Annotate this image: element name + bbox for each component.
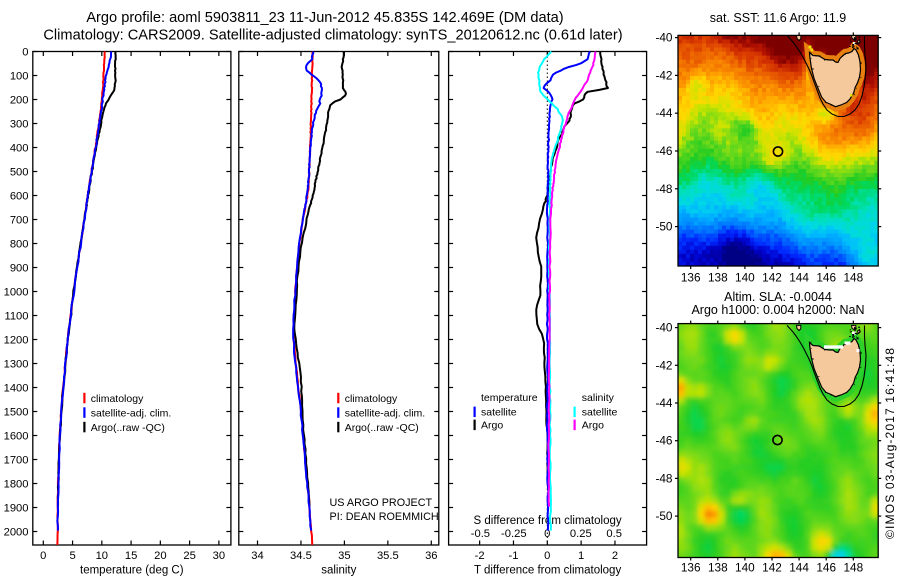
- svg-text:10: 10: [96, 550, 108, 562]
- svg-text:-0.5: -0.5: [471, 528, 490, 540]
- svg-text:satellite: satellite: [582, 407, 618, 419]
- svg-text:-46: -46: [655, 144, 672, 158]
- svg-text:climatology: climatology: [91, 393, 144, 405]
- svg-text:-42: -42: [655, 358, 672, 372]
- svg-text:PI: DEAN ROEMMICH: PI: DEAN ROEMMICH: [330, 511, 439, 523]
- svg-text:salinity: salinity: [582, 392, 615, 404]
- svg-text:-50: -50: [655, 220, 672, 234]
- svg-text:-44: -44: [655, 396, 672, 410]
- svg-text:0.25: 0.25: [570, 528, 592, 540]
- svg-text:-40: -40: [655, 31, 672, 45]
- svg-text:5: 5: [69, 550, 75, 562]
- svg-text:144: 144: [789, 561, 809, 575]
- svg-text:146: 146: [816, 271, 836, 285]
- svg-text:satellite-adj. clim.: satellite-adj. clim.: [345, 407, 426, 419]
- svg-text:0.5: 0.5: [606, 528, 622, 540]
- svg-text:Altim. SLA: -0.0044: Altim. SLA: -0.0044: [724, 290, 832, 304]
- svg-text:sat. SST: 11.6 Argo: 11.9: sat. SST: 11.6 Argo: 11.9: [710, 11, 846, 25]
- svg-text:Argo(..raw -QC): Argo(..raw -QC): [91, 422, 165, 434]
- svg-text:1700: 1700: [4, 455, 29, 467]
- svg-text:2: 2: [612, 550, 618, 562]
- svg-text:148: 148: [843, 271, 863, 285]
- svg-text:700: 700: [10, 215, 29, 227]
- svg-text:138: 138: [708, 561, 728, 575]
- svg-text:-50: -50: [655, 509, 672, 523]
- svg-text:1: 1: [578, 550, 584, 562]
- svg-text:25: 25: [183, 550, 195, 562]
- svg-text:1100: 1100: [4, 311, 28, 323]
- svg-text:US ARGO PROJECT: US ARGO PROJECT: [330, 497, 433, 509]
- svg-text:36: 36: [425, 550, 437, 562]
- svg-text:Climatology: CARS2009. Satelli: Climatology: CARS2009. Satellite-adjuste…: [43, 28, 622, 44]
- svg-text:1500: 1500: [4, 407, 29, 419]
- svg-text:20: 20: [154, 550, 166, 562]
- svg-text:34.5: 34.5: [290, 550, 312, 562]
- svg-text:Argo: Argo: [582, 420, 604, 432]
- svg-text:Argo(..raw -QC): Argo(..raw -QC): [345, 422, 419, 434]
- svg-text:500: 500: [10, 167, 29, 179]
- svg-text:138: 138: [708, 271, 728, 285]
- svg-text:30: 30: [213, 550, 225, 562]
- svg-text:salinity: salinity: [321, 565, 356, 577]
- svg-text:1300: 1300: [4, 359, 29, 371]
- svg-text:-1: -1: [508, 550, 518, 562]
- svg-text:136: 136: [681, 271, 701, 285]
- svg-text:148: 148: [843, 561, 863, 575]
- svg-text:1900: 1900: [4, 503, 29, 515]
- svg-text:T difference from climatology: T difference from climatology: [474, 565, 621, 577]
- svg-text:satellite-adj. clim.: satellite-adj. clim.: [91, 407, 172, 419]
- svg-text:34: 34: [251, 550, 263, 562]
- svg-text:-46: -46: [655, 434, 672, 448]
- svg-text:Argo h1000: 0.004 h2000: NaN: Argo h1000: 0.004 h2000: NaN: [691, 303, 864, 317]
- svg-text:300: 300: [10, 119, 29, 131]
- svg-text:0: 0: [40, 550, 46, 562]
- svg-text:-48: -48: [655, 471, 672, 485]
- svg-text:900: 900: [10, 263, 29, 275]
- svg-text:15: 15: [125, 550, 137, 562]
- svg-text:Argo: Argo: [481, 420, 503, 432]
- svg-text:-44: -44: [655, 106, 672, 120]
- svg-text:140: 140: [735, 561, 755, 575]
- svg-text:400: 400: [10, 143, 29, 155]
- svg-text:satellite: satellite: [481, 407, 517, 419]
- svg-text:temperature: temperature: [481, 392, 538, 404]
- svg-text:1200: 1200: [4, 335, 29, 347]
- svg-text:142: 142: [762, 271, 782, 285]
- svg-text:-2: -2: [475, 550, 485, 562]
- svg-text:1000: 1000: [4, 287, 29, 299]
- svg-text:35: 35: [338, 550, 350, 562]
- svg-text:-48: -48: [655, 182, 672, 196]
- svg-text:600: 600: [10, 191, 29, 203]
- svg-text:35.5: 35.5: [377, 550, 399, 562]
- svg-text:0: 0: [544, 550, 550, 562]
- svg-text:2000: 2000: [4, 527, 29, 539]
- svg-text:Argo profile: aoml 5903811_23: Argo profile: aoml 5903811_23 11-Jun-201…: [86, 10, 563, 26]
- svg-text:800: 800: [10, 239, 29, 251]
- svg-text:144: 144: [789, 271, 809, 285]
- svg-text:temperature (deg C): temperature (deg C): [80, 565, 184, 577]
- svg-text:climatology: climatology: [345, 393, 398, 405]
- svg-text:1600: 1600: [4, 431, 29, 443]
- svg-text:-0.25: -0.25: [501, 528, 527, 540]
- svg-text:142: 142: [762, 561, 782, 575]
- svg-text:-42: -42: [655, 68, 672, 82]
- svg-text:146: 146: [816, 561, 836, 575]
- svg-text:0: 0: [22, 47, 28, 59]
- svg-text:136: 136: [681, 561, 701, 575]
- svg-text:©IMOS 03-Aug-2017 16:41:48: ©IMOS 03-Aug-2017 16:41:48: [883, 347, 897, 539]
- svg-text:100: 100: [10, 71, 29, 83]
- svg-text:140: 140: [735, 271, 755, 285]
- svg-text:200: 200: [10, 95, 29, 107]
- svg-text:1800: 1800: [4, 479, 29, 491]
- svg-text:1400: 1400: [4, 383, 29, 395]
- svg-text:-40: -40: [655, 321, 672, 335]
